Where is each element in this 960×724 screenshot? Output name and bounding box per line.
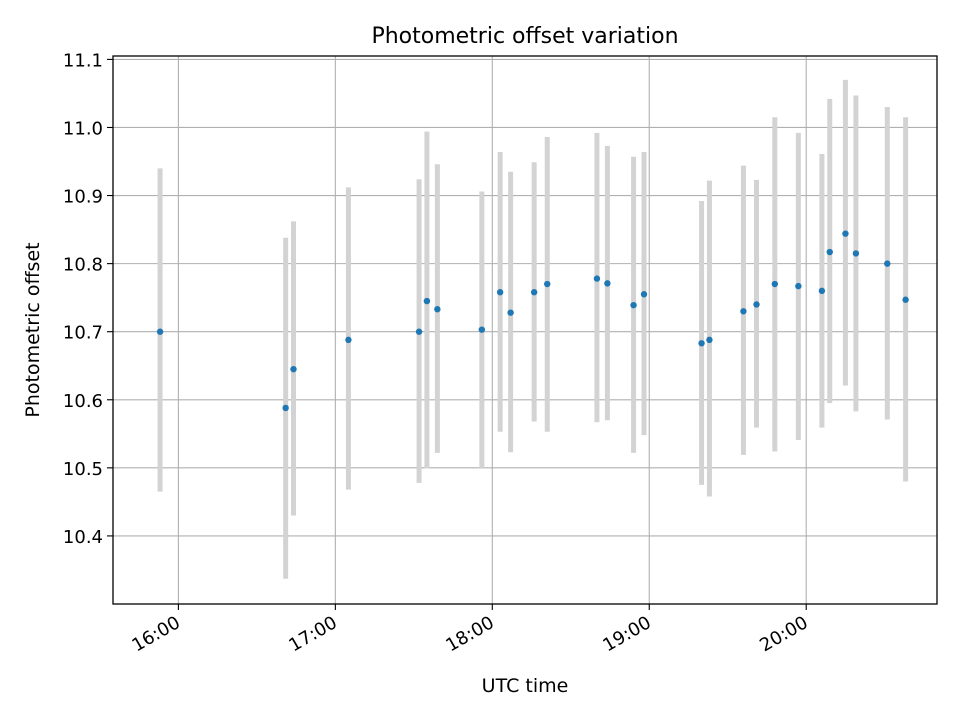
data-point bbox=[852, 250, 860, 257]
data-point bbox=[740, 308, 747, 315]
data-point bbox=[604, 280, 611, 287]
data-point bbox=[706, 336, 713, 344]
data-point bbox=[593, 275, 601, 282]
y-tick-label: 11.1 bbox=[63, 50, 103, 71]
data-point bbox=[478, 326, 486, 333]
data-point bbox=[156, 328, 164, 335]
data-point bbox=[496, 289, 504, 296]
y-tick-label: 10.8 bbox=[63, 255, 103, 276]
grid-layer bbox=[113, 56, 937, 604]
data-point bbox=[423, 297, 431, 305]
data-point bbox=[290, 365, 297, 373]
y-tick-label: 10.5 bbox=[63, 459, 103, 480]
data-point bbox=[842, 230, 849, 237]
data-point bbox=[507, 309, 514, 316]
data-point bbox=[640, 291, 648, 298]
y-tick-label: 10.7 bbox=[63, 323, 103, 344]
point-layer bbox=[156, 230, 909, 412]
data-point bbox=[826, 248, 833, 256]
x-axis-label: UTC time bbox=[482, 675, 569, 697]
data-point bbox=[415, 328, 423, 335]
data-point bbox=[884, 260, 891, 267]
plot-frame bbox=[112, 55, 938, 605]
data-point bbox=[753, 301, 760, 308]
y-tick-label: 10.4 bbox=[63, 527, 103, 548]
data-point bbox=[530, 289, 538, 296]
data-point bbox=[434, 306, 441, 313]
data-point bbox=[282, 404, 289, 412]
data-point bbox=[345, 336, 352, 344]
data-point bbox=[771, 280, 779, 288]
data-point bbox=[544, 280, 551, 288]
data-point bbox=[902, 296, 909, 303]
y-tick-label: 10.9 bbox=[63, 187, 103, 208]
chart-title: Photometric offset variation bbox=[371, 24, 678, 49]
y-tick-label: 10.6 bbox=[63, 391, 103, 412]
y-axis-label: Photometric offset bbox=[22, 242, 44, 417]
y-tick-label: 11.0 bbox=[63, 118, 103, 139]
data-point bbox=[795, 282, 802, 290]
data-point bbox=[698, 340, 705, 347]
data-point bbox=[818, 287, 826, 295]
data-point bbox=[630, 301, 637, 309]
